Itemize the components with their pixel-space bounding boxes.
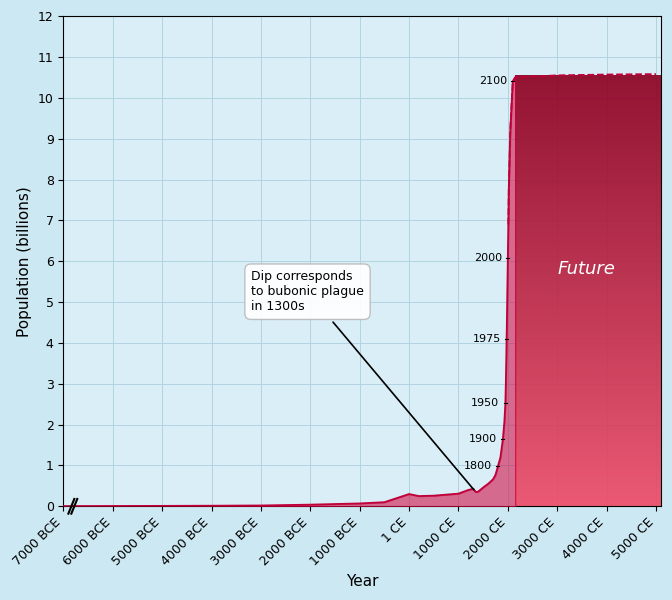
Text: Dip corresponds
to bubonic plague
in 1300s: Dip corresponds to bubonic plague in 130… xyxy=(251,270,474,490)
Text: 2100: 2100 xyxy=(478,76,507,86)
Text: 1975: 1975 xyxy=(472,334,501,344)
X-axis label: Year: Year xyxy=(346,574,378,589)
Text: Future: Future xyxy=(558,260,616,278)
Text: 1950: 1950 xyxy=(471,398,499,409)
Text: 2000: 2000 xyxy=(474,253,502,263)
Text: 1900: 1900 xyxy=(469,434,497,444)
Text: 1800: 1800 xyxy=(464,461,492,471)
Y-axis label: Population (billions): Population (billions) xyxy=(17,186,32,337)
